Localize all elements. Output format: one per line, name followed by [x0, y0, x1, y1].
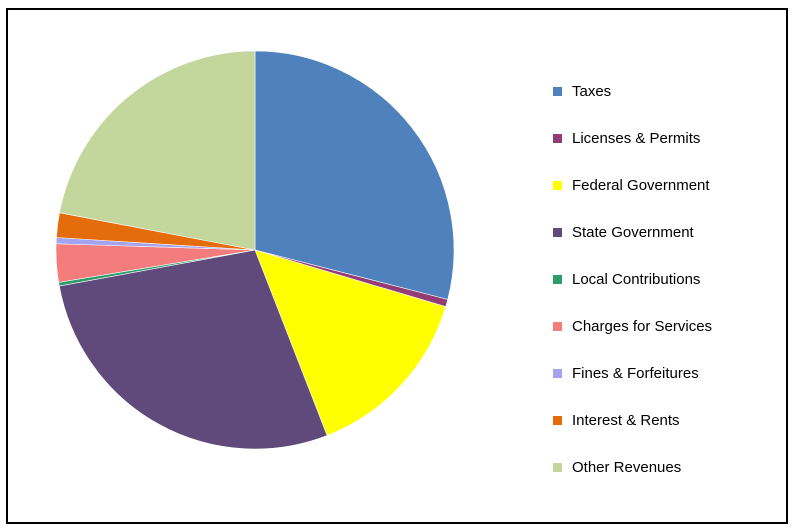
legend-swatch: [553, 87, 562, 96]
legend-item-charges-for-services: Charges for Services: [553, 303, 783, 350]
legend-swatch: [553, 416, 562, 425]
legend-item-fines-forfeitures: Fines & Forfeitures: [553, 350, 783, 397]
legend-label: Federal Government: [572, 177, 710, 194]
legend-label: Taxes: [572, 83, 612, 100]
pie-slice-federal-government: [254, 249, 447, 436]
legend-item-state-government: State Government: [553, 209, 783, 256]
legend-label: State Government: [572, 224, 694, 241]
legend-swatch: [553, 181, 562, 190]
legend-label: Charges for Services: [572, 318, 713, 335]
legend-swatch: [553, 322, 562, 331]
legend-item-licenses-permits: Licenses & Permits: [553, 115, 783, 162]
legend-label: Other Revenues: [572, 459, 682, 476]
legend-label: Local Contributions: [572, 271, 701, 288]
legend-swatch: [553, 275, 562, 284]
legend-swatch: [553, 369, 562, 378]
legend-swatch: [553, 228, 562, 237]
legend-item-interest-rents: Interest & Rents: [553, 397, 783, 444]
legend-label: Fines & Forfeitures: [572, 365, 699, 382]
pie-slice-other-revenues: [59, 50, 256, 251]
pie-slice-taxes: [254, 50, 455, 300]
legend-swatch: [553, 463, 562, 472]
legend-item-local-contributions: Local Contributions: [553, 256, 783, 303]
pie-slice-state-government: [58, 249, 328, 450]
legend-label: Licenses & Permits: [572, 130, 701, 147]
chart-frame: Taxes Licenses & Permits Federal Governmen…: [6, 8, 788, 524]
pie-chart: [55, 50, 455, 450]
legend-item-federal-government: Federal Government: [553, 162, 783, 209]
chart-title: [104, 1, 604, 10]
legend-label: Interest & Rents: [572, 412, 680, 429]
legend-item-taxes: Taxes: [553, 68, 783, 115]
legend: Taxes Licenses & Permits Federal Governmen…: [553, 68, 783, 491]
legend-swatch: [553, 134, 562, 143]
legend-item-other-revenues: Other Revenues: [553, 444, 783, 491]
